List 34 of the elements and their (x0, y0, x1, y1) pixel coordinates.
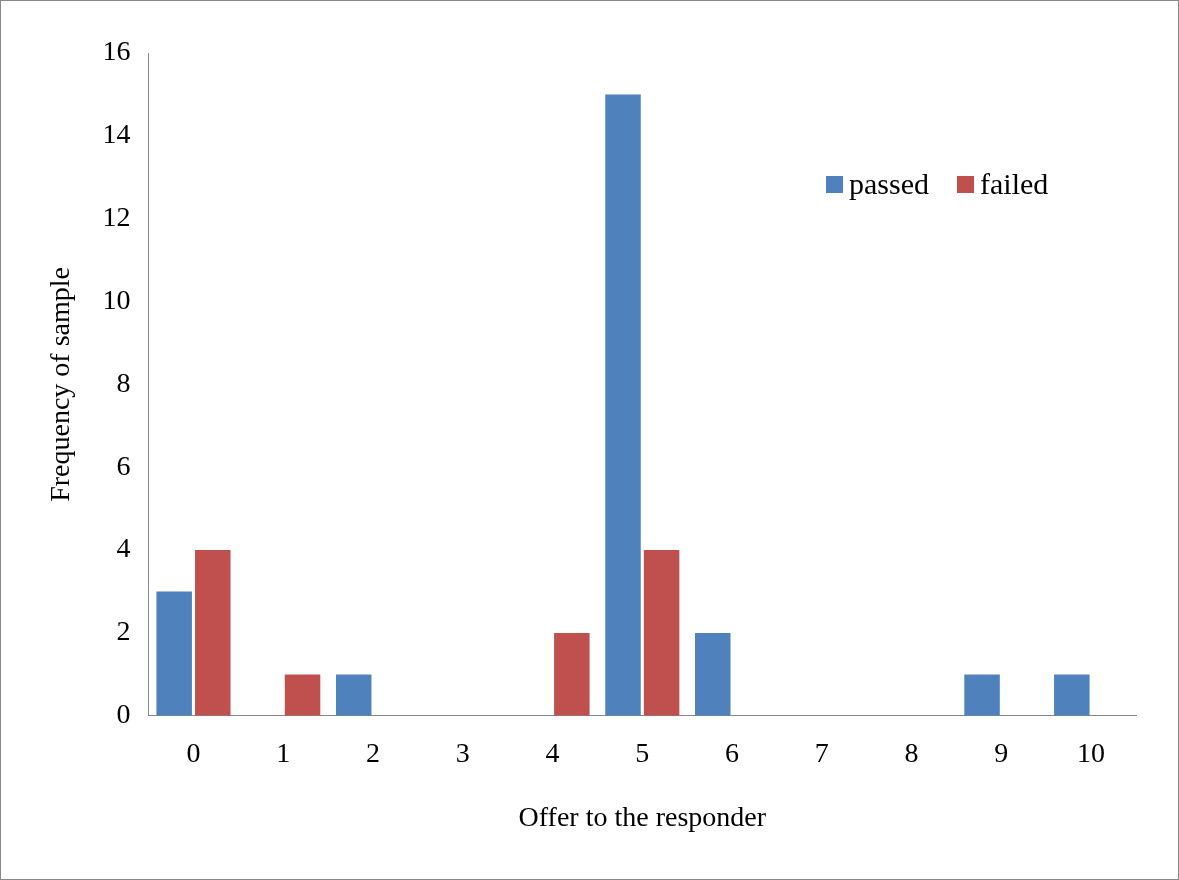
bar (156, 591, 192, 716)
bar (284, 674, 321, 716)
y-axis-title: Frequency of sample (44, 266, 76, 502)
x-tick-label: 9 (994, 736, 1009, 768)
x-tick-label: 0 (186, 736, 201, 768)
y-tick-label: 10 (102, 283, 131, 315)
x-tick-label: 7 (814, 736, 829, 768)
legend-label: passed (849, 167, 929, 201)
y-tick-label: 0 (116, 698, 131, 730)
x-tick-label: 3 (455, 736, 470, 768)
x-tick-label: 4 (545, 736, 560, 768)
legend-label: failed (979, 167, 1049, 201)
x-axis-title: Offer to the responder (518, 800, 767, 832)
bar (643, 550, 680, 716)
y-tick-label: 16 (102, 35, 131, 67)
x-tick-label: 6 (725, 736, 740, 768)
x-tick-label: 1 (276, 736, 291, 768)
y-tick-label: 4 (116, 532, 131, 564)
y-tick-label: 2 (116, 615, 131, 647)
x-tick-label: 8 (904, 736, 919, 768)
y-tick-label: 12 (102, 201, 131, 233)
bar (554, 632, 590, 716)
bar (335, 674, 372, 716)
x-tick-label: 10 (1077, 736, 1106, 768)
y-tick-label: 8 (116, 366, 131, 398)
bar (695, 632, 731, 716)
bar (964, 674, 1000, 716)
y-tick-label: 6 (116, 449, 131, 481)
x-tick-label: 2 (366, 736, 381, 768)
bar (1054, 674, 1090, 716)
bar (195, 550, 231, 716)
bar (605, 94, 641, 716)
x-tick-label: 5 (635, 736, 650, 768)
y-tick-label: 14 (102, 118, 131, 150)
